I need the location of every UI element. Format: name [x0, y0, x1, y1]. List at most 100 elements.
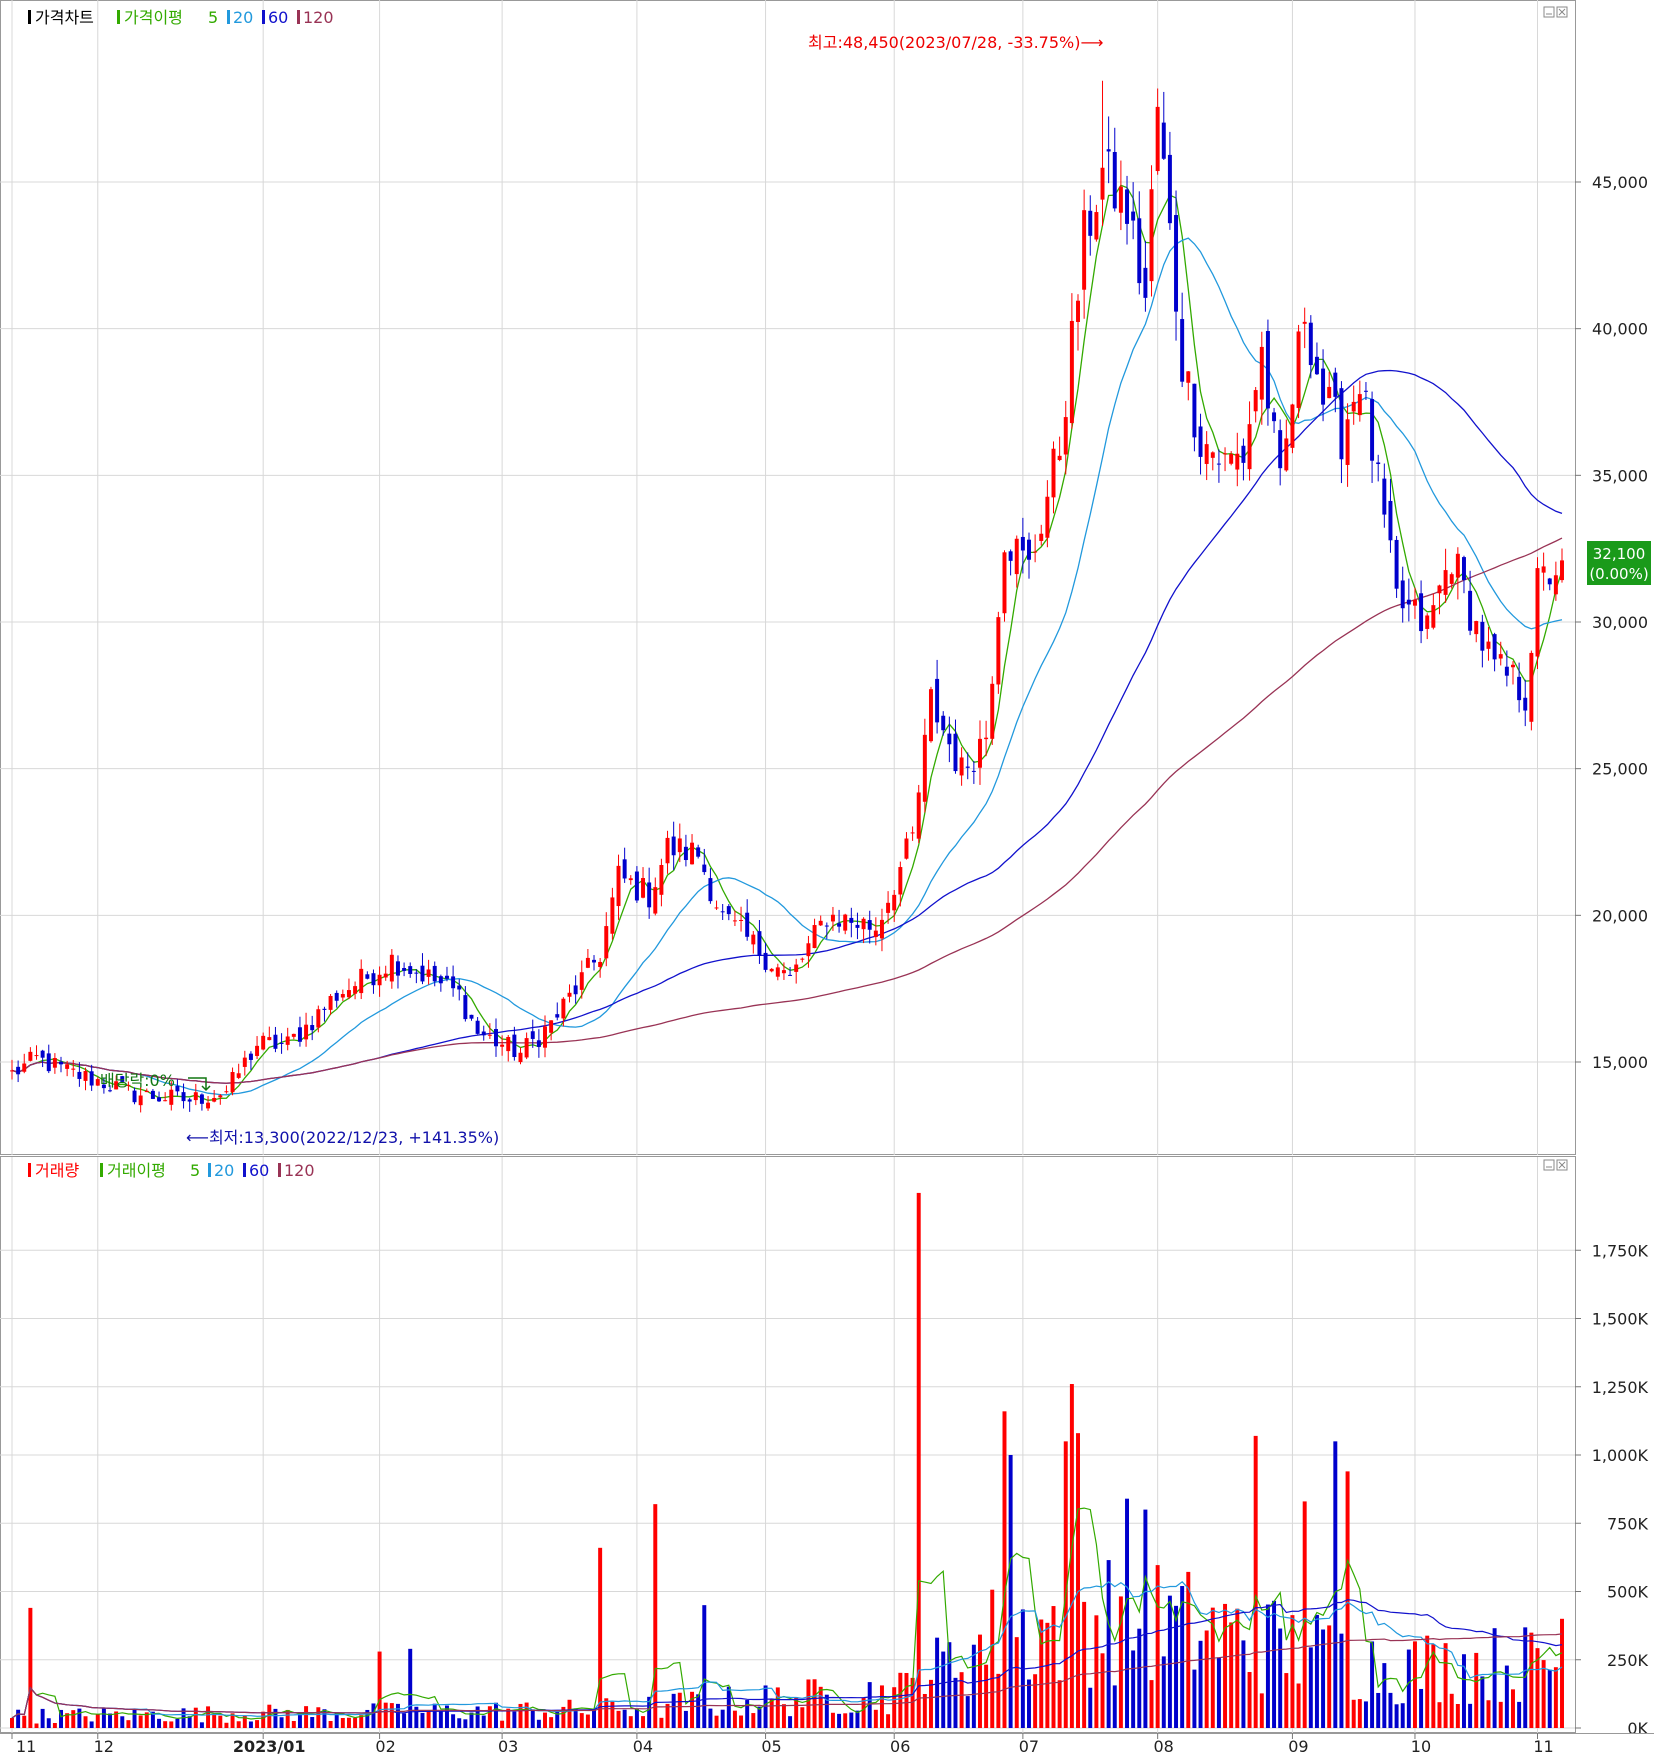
volume-bar [420, 1712, 425, 1728]
volume-panel[interactable] [0, 1156, 1576, 1733]
volume-bar [1296, 1683, 1301, 1728]
candle-body [138, 1095, 143, 1106]
candle-body [867, 920, 872, 930]
candle-body [788, 974, 793, 976]
volume-bar [1431, 1644, 1436, 1728]
volume-bar [561, 1706, 566, 1728]
candle-body [175, 1085, 180, 1092]
candle-body [1137, 218, 1142, 284]
volume-bar [665, 1703, 670, 1728]
volume-bar [726, 1686, 731, 1728]
volume-bar [769, 1698, 774, 1728]
x-tick-label: 02 [375, 1737, 395, 1756]
candle-body [402, 968, 407, 971]
candle-body [1008, 551, 1013, 561]
volume-bar [837, 1713, 842, 1728]
volume-bar [763, 1685, 768, 1728]
volume-bar [444, 1705, 449, 1728]
volume-bar [322, 1709, 327, 1728]
volume-bar [1223, 1603, 1228, 1728]
candle-body [573, 985, 578, 995]
candle-body [690, 842, 695, 865]
red-square-icon [28, 1163, 31, 1177]
volume-bar [1351, 1699, 1356, 1728]
volume-bar [806, 1679, 811, 1728]
candle-body [849, 917, 854, 923]
candle-body [1259, 346, 1264, 400]
candle-body [1419, 593, 1424, 632]
volume-bar [1027, 1679, 1031, 1728]
candle-body [971, 770, 976, 772]
candle-body [659, 865, 664, 895]
candle-body [1253, 390, 1258, 412]
volume-bar [1204, 1630, 1209, 1728]
volume-bar [101, 1708, 106, 1728]
minimize-icon[interactable] [1543, 6, 1555, 18]
volume-bar [304, 1706, 309, 1728]
candle-body [1247, 424, 1252, 470]
candle-body [1492, 634, 1497, 660]
volume-bar [1517, 1701, 1522, 1728]
volume-bar [653, 1504, 658, 1728]
volume-bar [16, 1709, 21, 1728]
volume-bar [867, 1682, 872, 1728]
volume-bar [1529, 1632, 1534, 1728]
blue-square-icon [262, 10, 265, 24]
volume-bar [1412, 1641, 1417, 1728]
volume-bar [46, 1718, 51, 1728]
volume-bar [506, 1708, 511, 1728]
candle-body [1198, 426, 1203, 457]
candle-body [1314, 356, 1319, 375]
volume-bar [114, 1711, 119, 1728]
candle-body [990, 683, 995, 739]
black-square-icon [28, 10, 31, 24]
price-panel[interactable] [0, 0, 1576, 1155]
candle-body [1272, 412, 1277, 422]
volume-bar [1247, 1672, 1252, 1728]
volume-bar [1535, 1648, 1540, 1728]
price-tick-label: 40,000 [1592, 320, 1648, 339]
candle-body [1468, 590, 1473, 631]
volume-bar [291, 1720, 296, 1728]
candle-body [316, 1009, 321, 1028]
candle-body [616, 865, 621, 907]
volume-bar [451, 1714, 456, 1728]
volume-bar [1400, 1703, 1405, 1728]
candle-body [1382, 478, 1387, 515]
candle-body [1351, 401, 1356, 412]
volume-bar [910, 1677, 915, 1728]
volume-bar [647, 1696, 652, 1728]
candle-body [702, 864, 707, 873]
candle-body [1394, 539, 1399, 589]
candle-body [469, 1014, 474, 1019]
candle-body [984, 737, 989, 740]
volume-bar [1192, 1669, 1197, 1728]
ma5-line [11, 184, 1563, 1101]
candle-body [1131, 211, 1136, 221]
candle-body [1094, 212, 1099, 240]
volume-panel-controls[interactable] [1543, 1159, 1568, 1171]
minimize-icon[interactable] [1543, 1159, 1555, 1171]
volume-bar [984, 1664, 989, 1728]
volume-bar [1468, 1703, 1473, 1728]
candle-body [1082, 210, 1087, 290]
volume-bar [567, 1699, 572, 1728]
price-panel-controls[interactable] [1543, 6, 1568, 18]
volume-bar [1547, 1669, 1552, 1728]
candle-body [720, 911, 725, 913]
blue-square-icon [243, 1163, 246, 1177]
volume-bar [346, 1717, 351, 1728]
volume-bar [59, 1709, 63, 1728]
candle-body [420, 965, 425, 982]
volume-bar [1425, 1635, 1430, 1728]
candle-body [904, 838, 909, 859]
candle-body [549, 1020, 554, 1033]
candle-body [1014, 538, 1019, 575]
candle-body [898, 867, 903, 895]
legend-price-ma5: 5 [208, 8, 218, 27]
volume-bar [610, 1701, 615, 1728]
volume-bar [1302, 1501, 1307, 1728]
candle-body [1388, 500, 1393, 541]
volume-bar [316, 1707, 321, 1728]
volume-bar [739, 1715, 744, 1728]
